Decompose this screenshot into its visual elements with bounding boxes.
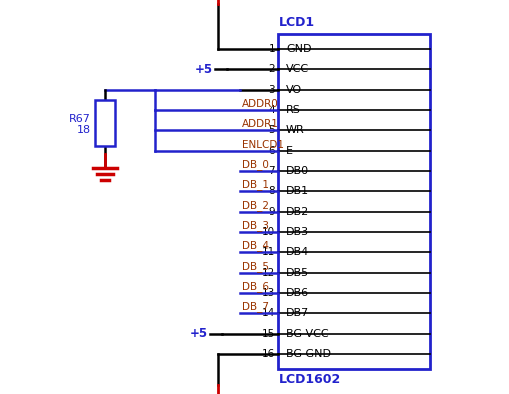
Text: VCC: VCC (286, 64, 309, 74)
Text: ADDR1: ADDR1 (242, 119, 279, 129)
Text: DB6: DB6 (286, 288, 309, 298)
Text: DB_6: DB_6 (242, 281, 269, 292)
Text: 1: 1 (268, 44, 275, 54)
Text: 13: 13 (262, 288, 275, 298)
Text: 12: 12 (262, 268, 275, 278)
Text: 16: 16 (262, 349, 275, 359)
Text: DB_1: DB_1 (242, 179, 269, 190)
Text: R67: R67 (69, 113, 91, 124)
Text: BG GND: BG GND (286, 349, 331, 359)
Text: 4: 4 (268, 105, 275, 115)
Text: 9: 9 (268, 207, 275, 217)
Text: DB4: DB4 (286, 247, 309, 257)
Text: RS: RS (286, 105, 301, 115)
Text: LCD1602: LCD1602 (279, 373, 341, 386)
Text: 5: 5 (268, 125, 275, 135)
Text: DB_5: DB_5 (242, 261, 269, 272)
Text: 18: 18 (77, 125, 91, 135)
Text: DB_4: DB_4 (242, 240, 269, 251)
Text: 6: 6 (268, 146, 275, 156)
Text: DB_7: DB_7 (242, 301, 269, 312)
Text: 10: 10 (262, 227, 275, 237)
Text: BG VCC: BG VCC (286, 329, 329, 339)
Text: DB0: DB0 (286, 166, 309, 176)
Text: 11: 11 (262, 247, 275, 257)
Text: DB_0: DB_0 (242, 159, 269, 170)
Bar (95, 100, 115, 146)
Text: 3: 3 (268, 85, 275, 95)
Text: 15: 15 (262, 329, 275, 339)
Text: 14: 14 (262, 309, 275, 318)
Text: ADDR0: ADDR0 (242, 99, 279, 109)
Text: DB_2: DB_2 (242, 200, 269, 211)
Bar (278, 34, 430, 369)
Text: +5: +5 (190, 327, 208, 340)
Text: 2: 2 (268, 64, 275, 74)
Text: DB_3: DB_3 (242, 220, 269, 231)
Text: E: E (286, 146, 293, 156)
Text: 8: 8 (268, 186, 275, 196)
Text: DB1: DB1 (286, 186, 309, 196)
Text: +5: +5 (195, 63, 213, 76)
Text: DB5: DB5 (286, 268, 309, 278)
Text: VO: VO (286, 85, 302, 95)
Text: DB7: DB7 (286, 309, 309, 318)
Text: LCD1: LCD1 (279, 16, 315, 29)
Text: DB2: DB2 (286, 207, 309, 217)
Text: 7: 7 (268, 166, 275, 176)
Text: GND: GND (286, 44, 312, 54)
Text: DB3: DB3 (286, 227, 309, 237)
Text: WR: WR (286, 125, 305, 135)
Text: ENLCD1: ENLCD1 (242, 139, 284, 150)
